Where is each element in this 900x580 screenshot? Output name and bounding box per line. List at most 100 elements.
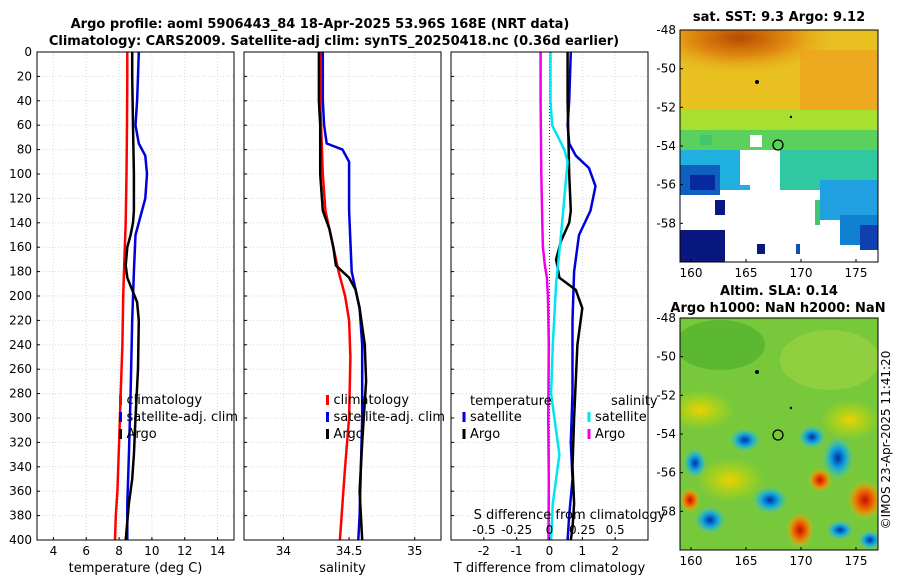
y-tick-label: 280 xyxy=(9,387,32,401)
sla-argo-position-marker xyxy=(772,429,784,441)
y-tick-label: 400 xyxy=(9,533,32,547)
x-tick-label: 175 xyxy=(845,266,868,280)
legend-label: satellite-adj. clim xyxy=(127,410,239,425)
y-tick-label: -54 xyxy=(656,139,676,153)
x-tick-label: 35 xyxy=(407,544,422,558)
x-tick-label: 12 xyxy=(177,544,192,558)
legend-label: climatology xyxy=(334,393,410,408)
y-tick-label: -58 xyxy=(656,216,676,230)
y-tick-label: 140 xyxy=(9,216,32,230)
y-tick-label: -54 xyxy=(656,427,676,441)
y-tick-label: -48 xyxy=(656,311,676,325)
legend-label: satellite xyxy=(470,410,522,425)
x-tick-label: 4 xyxy=(50,544,58,558)
salinity-profile-panel: 34 34.5 35 salinity climatology satellite-adj… xyxy=(243,51,446,576)
y-tick-label: 120 xyxy=(9,191,32,205)
sst-map-panel: sat. SST: 9.3 Argo: 9.12 xyxy=(656,10,879,280)
legend-label: climatology xyxy=(127,393,203,408)
y-tick-label: -48 xyxy=(656,23,676,37)
y-tick-label: 220 xyxy=(9,313,32,327)
sst-map-axes: 160 165 170 175 -48 -50 -52 -54 -56 -58 xyxy=(656,23,867,280)
series-line-argo xyxy=(124,52,141,541)
y-tick-label: -56 xyxy=(656,466,676,480)
x-tick-label: 175 xyxy=(845,554,868,568)
x-tick-label: 0 xyxy=(546,544,554,558)
x-tick-label: 14 xyxy=(210,544,225,558)
temperature-profile-panel: 4 6 8 10 12 14 temperature (deg C) 0 20 40 60 80 100… xyxy=(9,45,238,576)
y-tick-label: -52 xyxy=(656,388,676,402)
x-axis-label-secondary: S difference from climatology xyxy=(474,508,666,523)
x-tick-label: 2 xyxy=(611,544,619,558)
axes-box xyxy=(243,51,442,541)
x-tick-label: -2 xyxy=(478,544,490,558)
x-tick-label-secondary: -0.5 xyxy=(472,523,495,537)
y-tick-label: 80 xyxy=(17,143,32,157)
header-line-2: Climatology: CARS2009. Satellite-adj cli… xyxy=(49,34,619,49)
x-tick-label: 160 xyxy=(680,554,703,568)
y-tick-label: 180 xyxy=(9,265,32,279)
series-line-satellite-adj-clim xyxy=(126,51,149,540)
sla-map-axes: 160 165 170 175 -48 -50 -52 -54 -56 -58 xyxy=(656,311,867,568)
sst-island-marker xyxy=(755,80,759,84)
y-tick-label: 60 xyxy=(17,118,32,132)
legend-label: Argo xyxy=(334,427,364,442)
series-line-s-argo xyxy=(539,52,551,541)
x-axis-label: T difference from climatology xyxy=(453,561,646,576)
x-axis-label: salinity xyxy=(319,561,366,576)
sla-island-marker-small xyxy=(789,406,793,410)
x-tick-label: 1 xyxy=(579,544,587,558)
y-tick-label: 360 xyxy=(9,484,32,498)
sla-map-title: Altim. SLA: 0.14 xyxy=(720,284,838,299)
header-line-1: Argo profile: aoml 5906443_84 18-Apr-202… xyxy=(71,17,570,32)
x-tick-label-secondary: 0.5 xyxy=(606,523,625,537)
y-tick-label: 260 xyxy=(9,362,32,376)
series-line-climatology xyxy=(318,52,352,541)
y-tick-label: -52 xyxy=(656,100,676,114)
x-tick-label: 165 xyxy=(735,266,758,280)
series-line-argo xyxy=(317,52,368,541)
sla-map-panel: Altim. SLA: 0.14 Argo h1000: NaN h2000: … xyxy=(656,284,885,568)
series-line-climatology xyxy=(113,52,129,541)
y-tick-label: 160 xyxy=(9,240,32,254)
x-tick-label: 165 xyxy=(735,554,758,568)
x-tick-label: 10 xyxy=(144,544,159,558)
y-tick-label: -50 xyxy=(656,62,676,76)
y-tick-label: 320 xyxy=(9,435,32,449)
x-tick-label-secondary: 0 xyxy=(546,523,554,537)
x-tick-label: 170 xyxy=(790,266,813,280)
x-tick-label-secondary: -0.25 xyxy=(501,523,532,537)
legend-label: Argo xyxy=(595,427,625,442)
sla-map-subtitle: Argo h1000: NaN h2000: NaN xyxy=(670,301,885,316)
x-tick-label: 170 xyxy=(790,554,813,568)
y-tick-label: 340 xyxy=(9,460,32,474)
legend-title-temperature: temperature xyxy=(470,394,552,409)
sla-island-marker xyxy=(755,370,759,374)
y-tick-label: 0 xyxy=(24,45,32,59)
x-tick-label: 6 xyxy=(82,544,90,558)
x-tick-label-secondary: 0.25 xyxy=(569,523,596,537)
x-tick-label: 34 xyxy=(276,544,291,558)
imos-watermark: ©IMOS 23-Apr-2025 11:41:20 xyxy=(879,351,893,530)
difference-profile-panel: -2 -1 0 1 2 T difference from climatology S di… xyxy=(450,51,666,576)
legend-label: Argo xyxy=(470,427,500,442)
legend-label: satellite xyxy=(595,410,647,425)
y-tick-label: 20 xyxy=(17,69,32,83)
x-tick-label: -1 xyxy=(511,544,523,558)
sst-island-marker-small xyxy=(789,115,793,119)
sst-map-field xyxy=(680,30,878,262)
y-tick-label: 380 xyxy=(9,509,32,523)
y-tick-label: 300 xyxy=(9,411,32,425)
legend-title-salinity: salinity xyxy=(611,394,658,409)
y-tick-label: 200 xyxy=(9,289,32,303)
series-line-t-argo xyxy=(554,52,584,541)
legend-label: satellite-adj. clim xyxy=(334,410,446,425)
x-tick-label: 34.5 xyxy=(336,544,363,558)
sst-argo-position-marker xyxy=(772,139,784,151)
y-tick-label: -50 xyxy=(656,350,676,364)
x-tick-label: 160 xyxy=(680,266,703,280)
y-tick-label: 240 xyxy=(9,338,32,352)
x-tick-label: 8 xyxy=(115,544,123,558)
y-tick-label: 100 xyxy=(9,167,32,181)
sst-map-title: sat. SST: 9.3 Argo: 9.12 xyxy=(693,10,865,25)
